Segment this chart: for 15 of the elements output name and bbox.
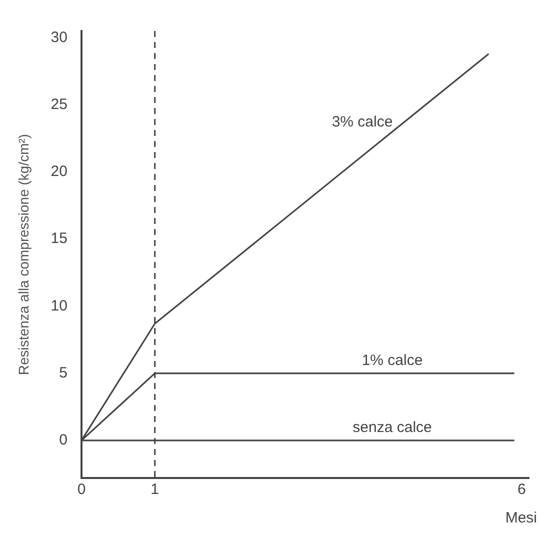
x-axis-title: Mesi — [505, 510, 537, 527]
x-tick-label: 1 — [150, 481, 160, 498]
y-tick-label: 5 — [59, 364, 68, 382]
y-tick-label: 15 — [50, 230, 68, 248]
series-label: senza calce — [352, 419, 432, 436]
y-axis-title: Resistenza alla compressione (kg/cm²) — [15, 134, 32, 376]
y-tick-label: 20 — [50, 163, 68, 180]
y-tick-label: 10 — [50, 297, 68, 314]
series-label: 1% calce — [362, 352, 423, 369]
series-label: 3% calce — [332, 113, 393, 130]
x-tick-label: 6 — [517, 481, 526, 498]
x-tick-label: 0 — [77, 481, 86, 498]
y-tick-label: 25 — [50, 96, 68, 113]
y-tick-label: 0 — [59, 432, 68, 449]
y-tick-label: 30 — [50, 28, 68, 46]
